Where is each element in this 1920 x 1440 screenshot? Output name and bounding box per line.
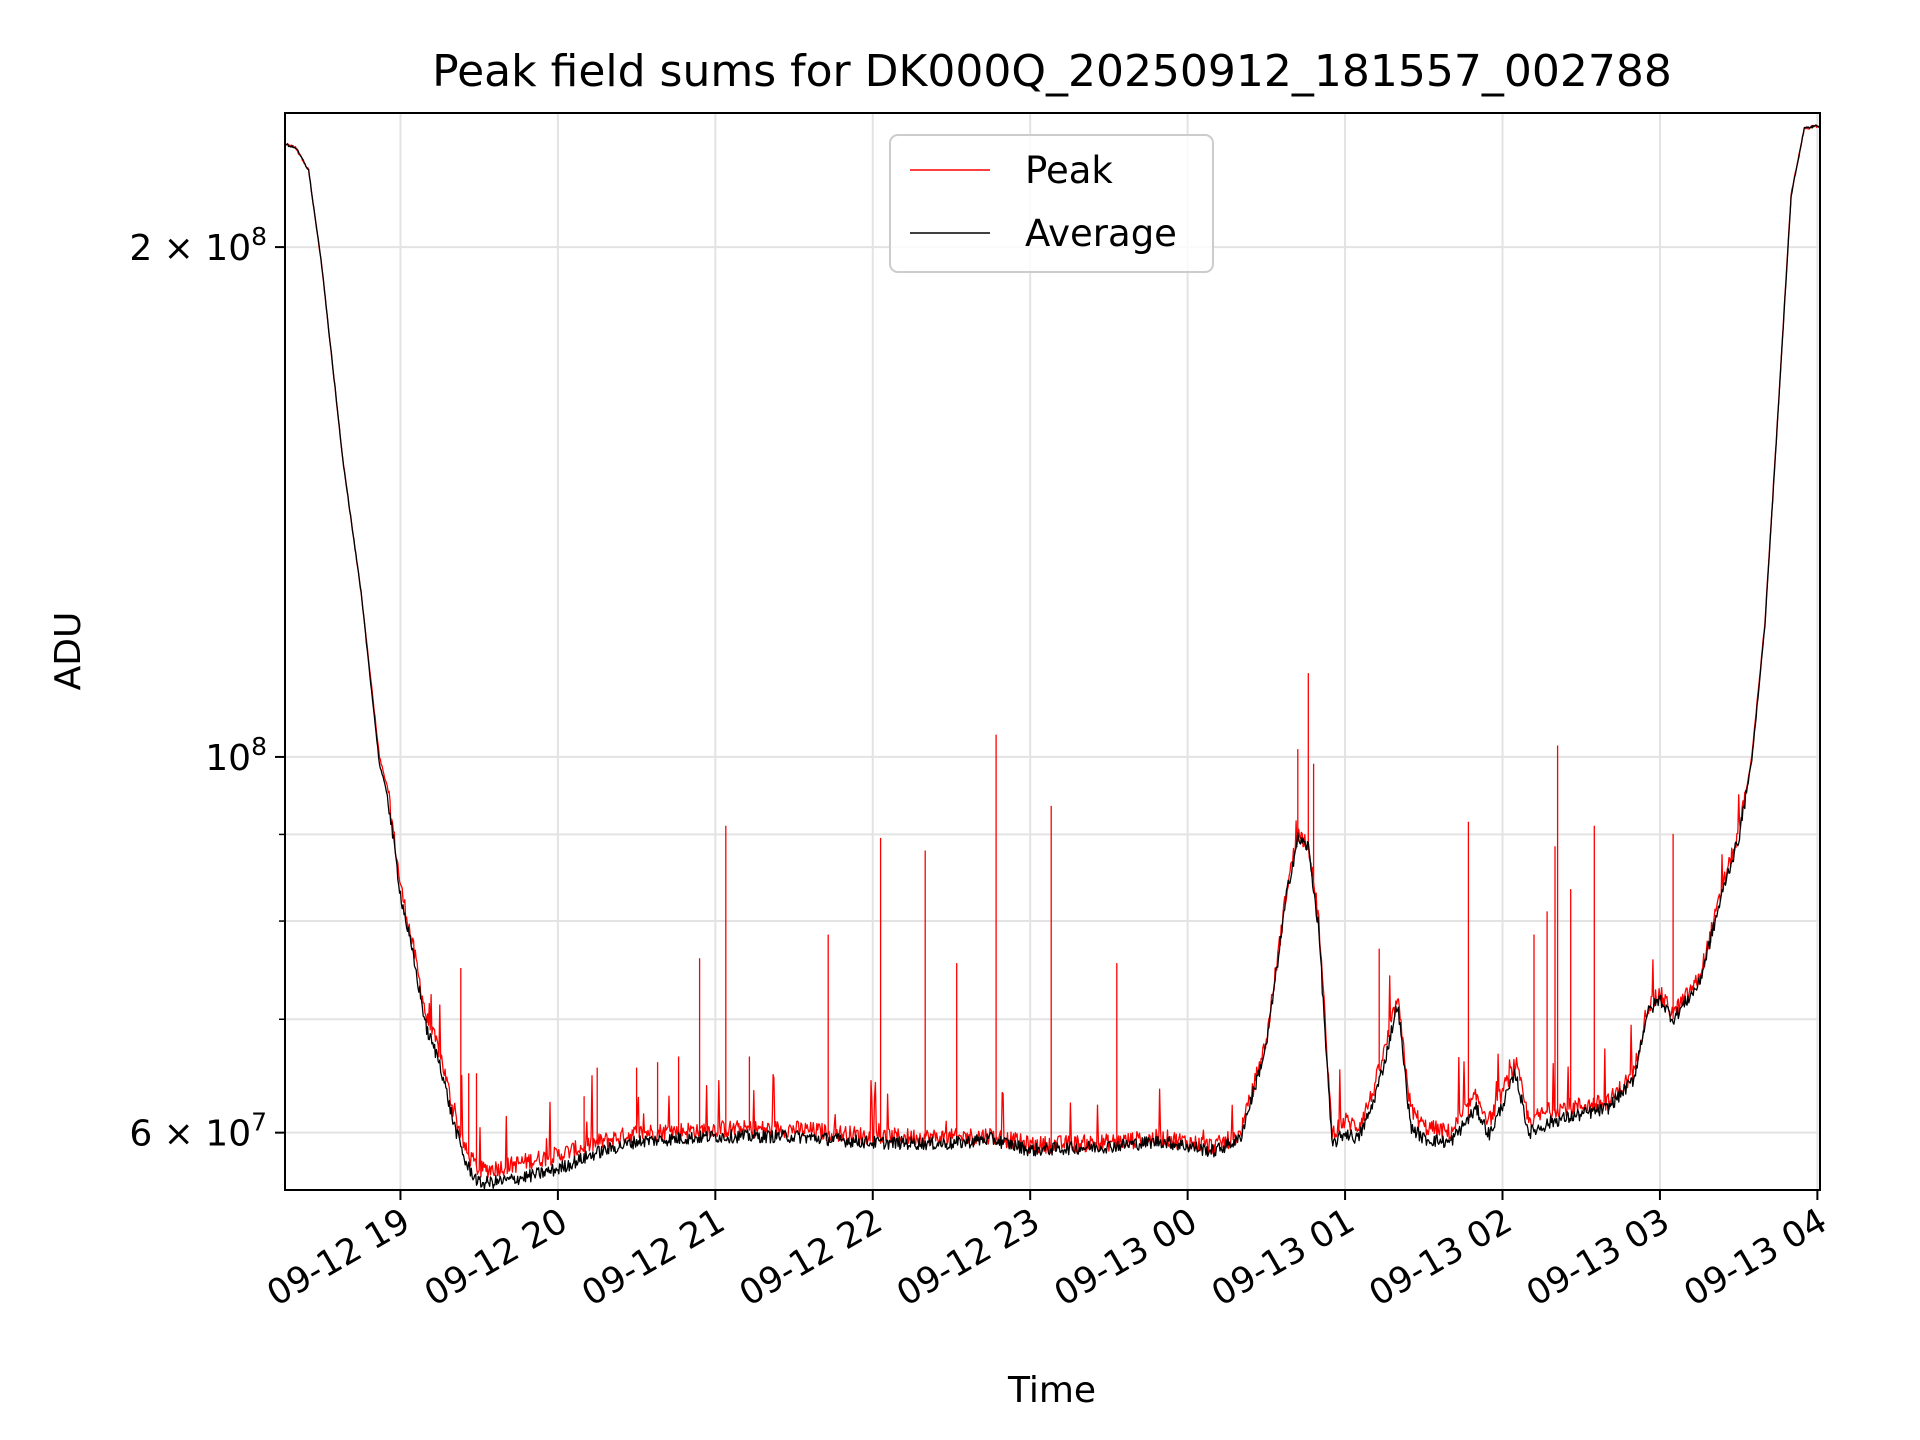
legend-label-peak: Peak	[1025, 149, 1113, 192]
series-group	[284, 124, 1821, 1190]
y-tick-label-0: 2 × 108	[129, 222, 267, 269]
y-axis-label: ADU	[48, 612, 89, 691]
legend: Peak Average	[889, 134, 1214, 273]
series-line-average	[284, 124, 1821, 1190]
plot-frame	[284, 112, 1821, 1191]
legend-label-average: Average	[1025, 212, 1177, 255]
chart-title: Peak field sums for DK000Q_20250912_1815…	[432, 46, 1672, 97]
x-axis-label: Time	[1007, 1370, 1096, 1411]
y-tick-label-2: 6 × 107	[129, 1108, 267, 1155]
